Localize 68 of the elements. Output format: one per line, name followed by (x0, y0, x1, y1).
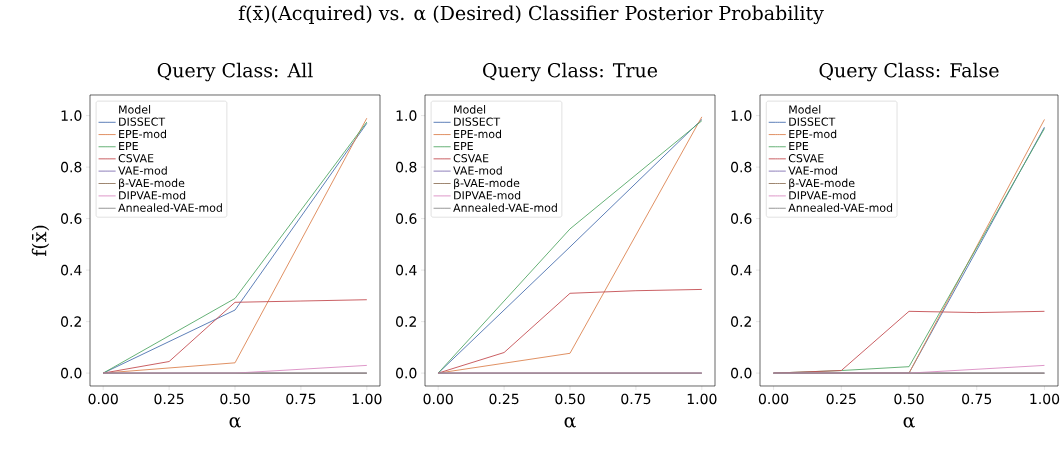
legend-label: EPE (789, 142, 809, 151)
x-axis-title: α (229, 417, 241, 428)
x-tick-label: 0.75 (962, 393, 992, 405)
legend-label: CSVAE (118, 154, 154, 163)
legend-label: DIPVAE-mod (789, 190, 856, 200)
legend-label: EPE-mod (454, 129, 502, 139)
y-tick-label: 0.2 (396, 316, 416, 327)
x-tick-label: 0.50 (894, 393, 924, 405)
y-tick-label: 0.4 (731, 264, 752, 276)
legend-label: EPE (454, 142, 473, 151)
legend-label: Annealed-VAE-mod (118, 203, 222, 212)
legend-title: Model (454, 105, 486, 114)
y-axis-title: f(x̄) (31, 225, 50, 257)
y-tick-label: 0.0 (396, 367, 417, 379)
legend-label: β-VAE-mode (454, 178, 520, 190)
x-tick-label: 0.50 (555, 393, 585, 405)
y-tick-label: 1.0 (61, 110, 82, 121)
x-tick-label: 1.00 (687, 393, 717, 405)
chart-title: Query Class: False (819, 62, 999, 82)
x-tick-label: 0.75 (286, 393, 316, 405)
x-axis-title: α (564, 417, 576, 428)
legend-label: Annealed-VAE-mod (788, 203, 893, 212)
x-tick-label: 0.75 (621, 393, 651, 405)
legend-label: VAE-mod (118, 166, 167, 175)
chart-title: Query Class: True (483, 62, 658, 82)
y-tick-label: 0.8 (61, 161, 82, 173)
x-tick-label: 1.00 (352, 393, 382, 405)
x-tick-label: 0.50 (220, 393, 250, 405)
legend-label: EPE (119, 142, 138, 151)
x-tick-label: 1.00 (1030, 393, 1060, 405)
y-tick-label: 0.8 (731, 161, 752, 173)
y-tick-label: 0.4 (61, 264, 82, 276)
legend-label: CSVAE (453, 154, 489, 163)
x-tick-label: 0.25 (489, 393, 519, 405)
x-tick-label: 0.25 (826, 393, 856, 405)
text: f(x̄)(Acquired) vs. α (Desired) Classifier Posterior Probability (238, 5, 824, 25)
y-tick-label: 1.0 (731, 110, 752, 121)
legend-title: Model (789, 105, 821, 114)
y-tick-label: 0.2 (731, 316, 751, 327)
legend-label: VAE-mod (453, 166, 502, 175)
x-tick-label: 0.00 (88, 393, 118, 405)
x-tick-label: 0.00 (758, 393, 789, 405)
y-tick-label: 0.0 (731, 367, 752, 379)
y-tick-label: 0.6 (396, 213, 417, 224)
legend-label: EPE-mod (789, 129, 837, 139)
legend-label: CSVAE (788, 154, 824, 163)
legend-label: DISSECT (789, 117, 836, 126)
legend-title: Model (119, 105, 151, 114)
x-axis-title: α (903, 417, 915, 428)
legend-label: EPE-mod (119, 129, 167, 139)
x-tick-label: 0.00 (423, 393, 453, 405)
legend-label: β-VAE-mode (789, 178, 855, 190)
y-tick-label: 0.4 (396, 264, 417, 276)
legend-label: VAE-mod (788, 166, 837, 175)
y-tick-label: 0.6 (61, 213, 82, 224)
legend-label: DISSECT (119, 117, 166, 126)
legend-label: DIPVAE-mod (119, 190, 186, 200)
y-tick-label: 0.6 (731, 213, 752, 224)
legend-label: DIPVAE-mod (454, 190, 521, 200)
legend-label: DISSECT (454, 117, 501, 126)
y-tick-label: 1.0 (396, 110, 417, 121)
legend-label: β-VAE-mode (119, 178, 185, 190)
y-tick-label: 0.2 (61, 316, 81, 327)
x-tick-label: 0.25 (154, 393, 184, 405)
chart-title: Query Class: All (157, 62, 313, 82)
y-tick-label: 0.8 (396, 161, 417, 173)
y-tick-label: 0.0 (61, 367, 82, 379)
legend-label: Annealed-VAE-mod (453, 203, 557, 212)
